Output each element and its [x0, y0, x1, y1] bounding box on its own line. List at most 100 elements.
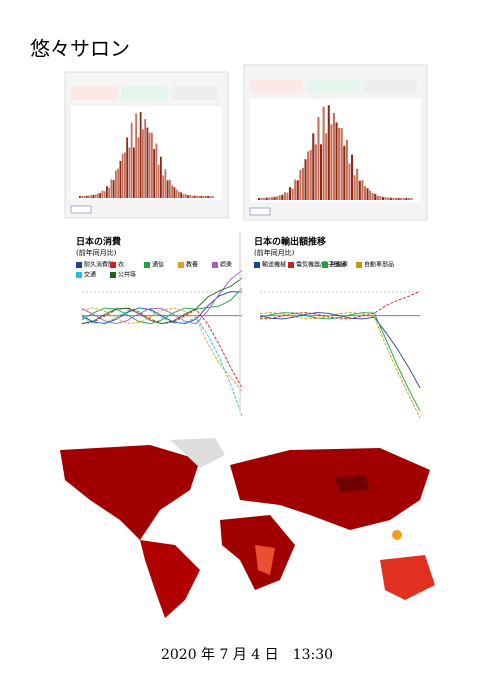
bar: [112, 180, 115, 198]
bar: [356, 168, 359, 200]
mongolia: [335, 475, 370, 492]
legend-swatch: [110, 262, 116, 268]
bar: [202, 195, 205, 198]
bar: [97, 193, 99, 198]
bar: [166, 180, 169, 198]
bar: [397, 197, 400, 200]
page-title: 悠々サロン: [30, 37, 130, 61]
button: [249, 207, 271, 216]
bar: [312, 133, 315, 200]
bar: [106, 186, 108, 198]
legend-swatch: [322, 262, 328, 268]
legend-label: 自動車: [330, 261, 348, 269]
bar: [374, 194, 377, 200]
bar: [358, 180, 361, 200]
legend-label: 娯楽: [220, 261, 232, 269]
bar: [79, 195, 81, 198]
series-line: [81, 307, 243, 392]
bar: [173, 187, 176, 198]
africa-region: [255, 545, 275, 575]
bar: [276, 196, 279, 200]
bar: [268, 197, 271, 200]
bar: [343, 146, 346, 200]
bar: [85, 195, 88, 198]
australia: [380, 555, 435, 600]
south-america: [140, 540, 200, 618]
bar: [389, 197, 392, 200]
bar: [317, 117, 320, 200]
bar: [382, 197, 385, 200]
bar: [211, 195, 214, 198]
world-map: [35, 430, 460, 620]
bar: [189, 195, 192, 198]
bar: [142, 129, 144, 198]
series-line: [81, 288, 243, 325]
bar: [278, 195, 281, 200]
bar: [369, 190, 372, 200]
legend-swatch: [110, 272, 116, 278]
bar: [191, 195, 194, 198]
legend-swatch: [76, 262, 82, 268]
button: [70, 205, 92, 214]
bar: [392, 197, 395, 200]
bar: [117, 168, 120, 198]
bar: [128, 147, 131, 198]
bar: [265, 197, 268, 200]
stat-box: [364, 79, 417, 93]
bar: [88, 195, 90, 198]
legend-label: 衣: [118, 261, 124, 269]
bar: [115, 170, 117, 198]
bar: [133, 147, 135, 198]
stat-box: [171, 86, 218, 100]
screenshots: [64, 64, 428, 221]
bar: [153, 148, 156, 198]
legend-swatch: [212, 262, 218, 268]
bar: [281, 194, 284, 200]
bar: [338, 127, 341, 200]
bar: [366, 188, 369, 200]
series-line: [259, 312, 421, 412]
bar: [184, 194, 187, 198]
bar: [180, 192, 183, 198]
bar: [296, 180, 299, 200]
stat-box: [307, 79, 360, 93]
bar: [363, 186, 366, 200]
bar: [187, 195, 189, 198]
legend-label: 輸送機械: [262, 261, 286, 269]
bar: [83, 195, 86, 198]
bar: [387, 197, 390, 200]
bar: [340, 128, 343, 200]
bar: [345, 139, 348, 200]
bar: [119, 160, 122, 198]
bar: [171, 185, 174, 198]
series-line: [81, 277, 243, 325]
bar: [121, 153, 124, 198]
bar: [193, 195, 196, 198]
north-america: [60, 445, 200, 540]
legend-label: 交通: [84, 271, 96, 279]
legend-swatch: [144, 262, 150, 268]
legend-swatch: [356, 262, 362, 268]
bar: [157, 164, 160, 198]
island: [392, 530, 402, 540]
bar: [304, 159, 307, 200]
bar: [330, 124, 333, 200]
line-charts: 日本の消費(前年同月比)耐久消費財衣通信 教養 娯楽交通 公共等日本の輸出額推移(前年…: [76, 232, 421, 419]
bar: [151, 132, 153, 198]
bar: [178, 191, 180, 198]
legend-label: 耐久消費財: [84, 261, 114, 269]
bar: [90, 195, 93, 198]
bar: [148, 132, 151, 198]
bar: [182, 194, 185, 198]
bar: [260, 197, 263, 200]
bar: [130, 122, 133, 198]
bar: [160, 156, 162, 198]
chart-subtitle: (前年同月比): [254, 248, 295, 257]
bar: [301, 167, 304, 200]
bar: [99, 193, 102, 198]
series-line: [259, 312, 421, 389]
bar: [205, 195, 207, 198]
chart-title: 日本の輸出額推移: [254, 236, 326, 248]
greenland: [170, 438, 225, 468]
